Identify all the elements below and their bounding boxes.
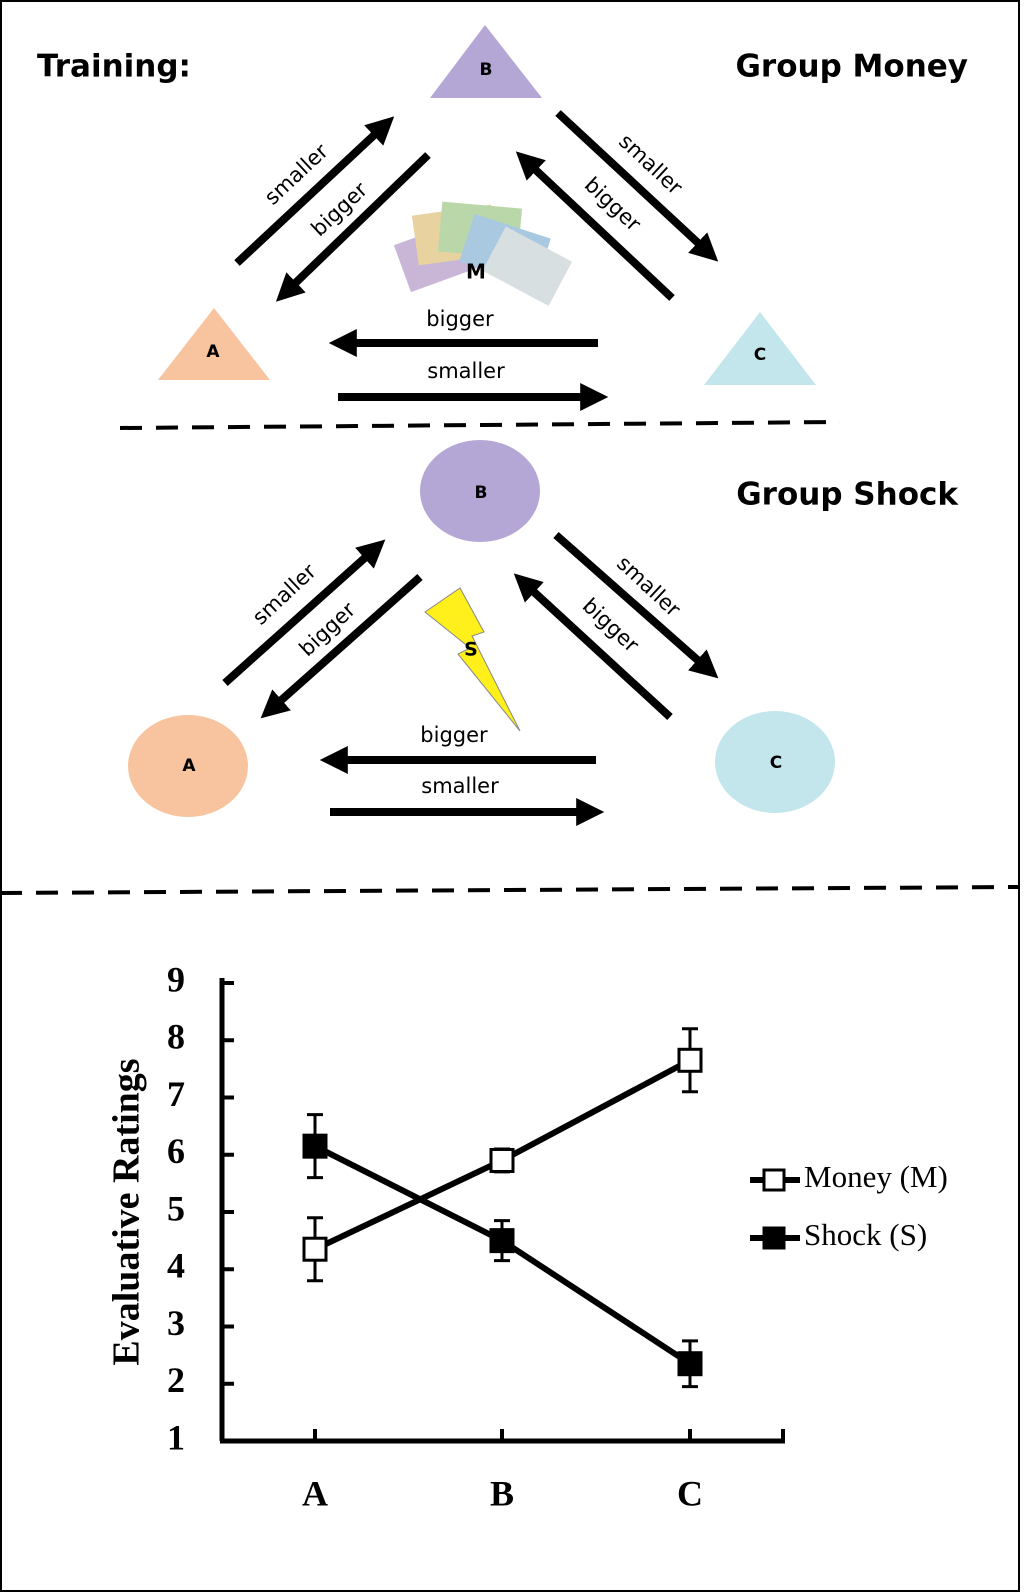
y-tick-label: 3 <box>167 1303 185 1343</box>
legend-marker <box>764 1228 784 1248</box>
y-tick-label: 1 <box>167 1417 185 1457</box>
divider <box>0 887 1018 893</box>
node-label: C <box>770 753 782 773</box>
marker <box>491 1230 513 1252</box>
node-label: B <box>475 483 488 503</box>
marker <box>491 1149 513 1171</box>
money-icon <box>394 202 572 306</box>
y-tick-label: 7 <box>167 1074 185 1114</box>
x-tick-label: B <box>490 1473 514 1513</box>
x-tick-label: A <box>302 1473 328 1513</box>
arrow-label: smaller <box>614 129 687 200</box>
y-tick-label: 2 <box>167 1360 185 1400</box>
arrow-label: bigger <box>426 307 494 331</box>
group-title: Group Shock <box>736 477 959 513</box>
divider <box>120 422 840 428</box>
arrow-label: smaller <box>260 139 333 210</box>
arrow-label: smaller <box>248 559 321 630</box>
marker <box>304 1135 326 1157</box>
arrow-label: smaller <box>421 774 499 798</box>
y-tick-label: 8 <box>167 1017 185 1057</box>
icon-label: S <box>464 639 478 661</box>
legend-label: Money (M) <box>804 1159 948 1194</box>
legend-label: Shock (S) <box>804 1217 927 1252</box>
y-tick-label: 9 <box>167 959 185 999</box>
y-tick-label: 5 <box>167 1188 185 1228</box>
node-label: B <box>480 60 493 80</box>
marker <box>679 1049 701 1071</box>
y-tick-label: 6 <box>167 1131 185 1171</box>
node-label: A <box>206 342 220 362</box>
group-title: Group Money <box>735 49 968 85</box>
figure: Training: Group Money B A C M smaller bi… <box>0 0 1035 1594</box>
icon-label: M <box>466 260 486 284</box>
y-tick-label: 4 <box>167 1246 185 1286</box>
marker <box>304 1238 326 1260</box>
node-label: A <box>182 756 196 776</box>
x-tick-label: C <box>677 1473 703 1513</box>
y-axis-title: Evaluative Ratings <box>106 1058 148 1365</box>
training-label: Training: <box>37 49 191 85</box>
node-label: C <box>754 345 766 365</box>
chart: Evaluative Ratings 1 2 3 4 5 6 7 8 9 A B C Money (M)… <box>106 959 948 1513</box>
arrow-label: bigger <box>420 723 488 747</box>
arrow-label: smaller <box>612 551 685 622</box>
arrow-label: smaller <box>427 359 505 383</box>
legend-marker <box>764 1170 784 1190</box>
marker <box>679 1353 701 1375</box>
